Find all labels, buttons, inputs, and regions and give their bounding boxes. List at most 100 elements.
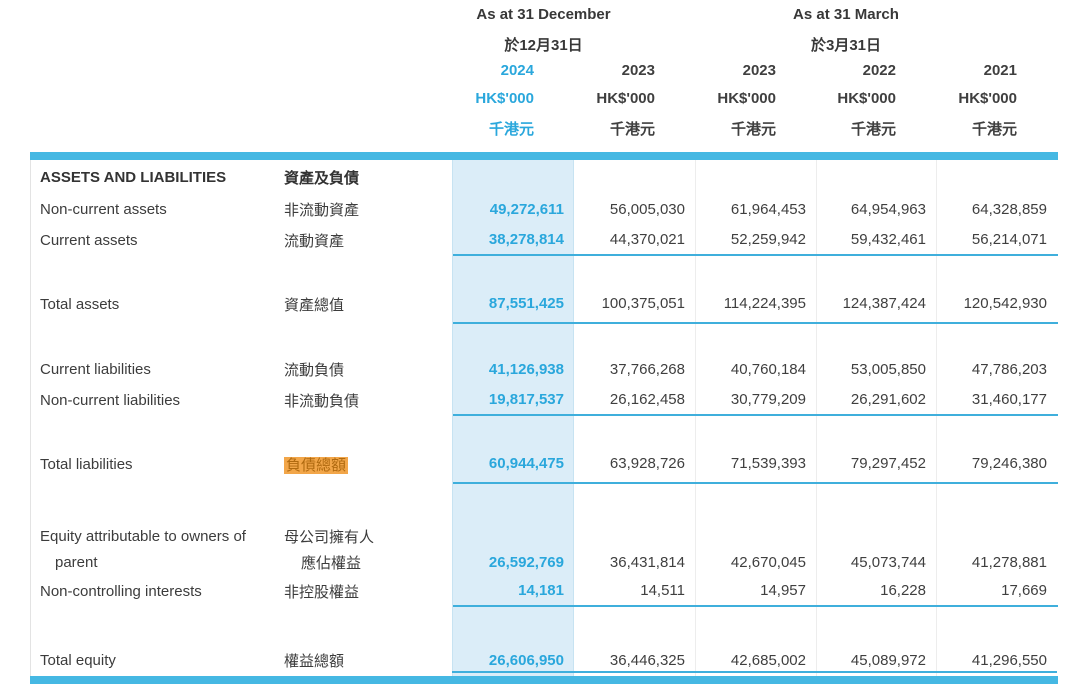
value-cell: 120,542,930 [937, 284, 1058, 324]
col-year-2022: 2022 [862, 62, 896, 79]
col-unit: HK$'000 [958, 90, 1017, 107]
value-cell: 26,606,950 [488, 651, 564, 669]
value-cell: 26,291,602 [817, 384, 937, 416]
value-cell: 79,246,380 [937, 444, 1058, 484]
value-cell: 71,539,393 [696, 444, 817, 484]
row-label-en: Current liabilities [40, 360, 151, 378]
value-cell: 44,370,021 [575, 224, 696, 256]
value-cell: 38,278,814 [453, 224, 575, 256]
period-group-march-en: As at 31 March [793, 6, 899, 23]
table-body: ASSETS AND LIABILITIES 資產及負債 Non-current… [30, 152, 1058, 684]
row-label-zh: 非流動資產 [284, 201, 360, 219]
value-cell: 42,685,002 [730, 651, 806, 669]
table-bottom-rule [30, 676, 1058, 684]
value-cell: 47,786,203 [971, 360, 1047, 378]
section-title-row: ASSETS AND LIABILITIES 資產及負債 [30, 160, 1058, 194]
col-unit-zh: 千港元 [850, 121, 896, 138]
value-cell: 42,670,045 [730, 553, 806, 571]
value-cell: 61,964,453 [730, 200, 806, 218]
col-unit: HK$'000 [596, 90, 655, 107]
row-current-liabilities: Current liabilities 流動負債 41,126,938 37,7… [30, 354, 1058, 384]
table-left-border [30, 160, 31, 676]
value-cell: 17,669 [937, 575, 1058, 607]
value-cell: 49,272,611 [489, 200, 564, 218]
row-total-assets: Total assets 資產總值 87,551,425 100,375,051… [30, 284, 1058, 324]
col-year-2021: 2021 [983, 62, 1017, 79]
period-group-march: As at 31 March 於3月31日 [665, 6, 1027, 55]
value-cell: 45,073,744 [850, 553, 926, 571]
table-top-rule [30, 152, 1058, 160]
row-label-en2: parent [55, 553, 98, 571]
row-label-en: Non-current liabilities [40, 391, 181, 409]
value-cell: 16,228 [817, 575, 937, 607]
table-bottom-thin-rule [452, 671, 1057, 673]
value-cell: 64,954,963 [850, 200, 926, 218]
period-group-december-en: As at 31 December [476, 6, 611, 23]
value-cell: 41,278,881 [971, 553, 1047, 571]
period-group-december-zh: 於12月31日 [504, 37, 583, 54]
value-cell: 41,126,938 [488, 360, 564, 378]
value-cell: 14,511 [575, 575, 696, 607]
value-cell: 26,162,458 [575, 384, 696, 416]
value-cell: 52,259,942 [696, 224, 817, 256]
row-label-en: Non-current assets [40, 200, 167, 218]
col-unit: HK$'000 [837, 90, 896, 107]
row-non-current-assets: Non-current assets 非流動資產 49,272,611 56,0… [30, 194, 1058, 224]
section-title-en: ASSETS AND LIABILITIES [40, 168, 227, 186]
col-unit: HK$'000 [717, 90, 776, 107]
value-cell: 114,224,395 [696, 284, 817, 324]
table-header: As at 31 December 於12月31日 As at 31 March… [0, 0, 1028, 152]
row-equity-attributable-line1: Equity attributable to owners of 母公司擁有人 [30, 523, 1058, 549]
year-header-row: 2024 2023 2023 2022 2021 [0, 62, 1028, 79]
col-unit-zh: 千港元 [971, 121, 1017, 138]
row-label-zh2: 應佔權益 [301, 554, 362, 572]
value-cell: 40,760,184 [730, 360, 806, 378]
value-cell: 36,446,325 [609, 651, 685, 669]
row-non-controlling-interests: Non-controlling interests 非控股權益 14,181 1… [30, 575, 1058, 607]
value-cell: 30,779,209 [696, 384, 817, 416]
row-label-en: Non-controlling interests [40, 582, 202, 600]
col-year-2024: 2024 [500, 62, 534, 79]
value-cell: 53,005,850 [850, 360, 926, 378]
col-unit: HK$'000 [475, 90, 534, 107]
column-separator [695, 160, 696, 676]
value-cell: 14,181 [453, 575, 575, 607]
col-unit-zh: 千港元 [488, 121, 534, 138]
col-unit-zh: 千港元 [730, 121, 776, 138]
value-cell: 26,592,769 [488, 553, 564, 571]
value-cell: 41,296,550 [971, 651, 1047, 669]
value-cell: 59,432,461 [817, 224, 937, 256]
row-label-zh: 非流動負債 [284, 392, 360, 410]
row-non-current-liabilities: Non-current liabilities 非流動負債 19,817,537… [30, 384, 1058, 416]
row-label-en: Current assets [40, 231, 138, 249]
value-cell: 56,214,071 [937, 224, 1058, 256]
row-total-liabilities: Total liabilities 負債總額 60,944,475 63,928… [30, 444, 1058, 484]
value-cell: 60,944,475 [453, 444, 575, 484]
highlighted-label-total-liabilities-zh: 負債總額 [284, 456, 349, 474]
row-label-zh: 流動負債 [284, 361, 345, 379]
value-cell: 64,328,859 [971, 200, 1047, 218]
value-cell: 45,089,972 [850, 651, 926, 669]
row-label-zh: 權益總額 [284, 652, 345, 670]
value-cell: 31,460,177 [937, 384, 1058, 416]
row-label-zh: 流動資產 [284, 232, 345, 250]
unit-zh-header-row: 千港元 千港元 千港元 千港元 千港元 [0, 118, 1028, 139]
period-group-march-zh: 於3月31日 [810, 37, 882, 54]
row-label-en: Total equity [40, 651, 116, 669]
col-unit-zh: 千港元 [609, 121, 655, 138]
value-cell: 100,375,051 [575, 284, 696, 324]
unit-header-row: HK$'000 HK$'000 HK$'000 HK$'000 HK$'000 [0, 90, 1028, 107]
value-cell: 63,928,726 [575, 444, 696, 484]
value-cell: 79,297,452 [817, 444, 937, 484]
value-cell: 124,387,424 [817, 284, 937, 324]
period-group-december: As at 31 December 於12月31日 [422, 6, 665, 55]
value-cell: 37,766,268 [609, 360, 685, 378]
col-year-2023-dec: 2023 [621, 62, 655, 79]
value-cell: 36,431,814 [609, 553, 685, 571]
row-equity-attributable-line2: parent 應佔權益 26,592,769 36,431,814 42,670… [30, 549, 1058, 575]
column-separator [936, 160, 937, 676]
row-label-zh: 非控股權益 [284, 583, 360, 601]
value-cell: 56,005,030 [609, 200, 685, 218]
row-label-en: Total liabilities [40, 455, 133, 473]
